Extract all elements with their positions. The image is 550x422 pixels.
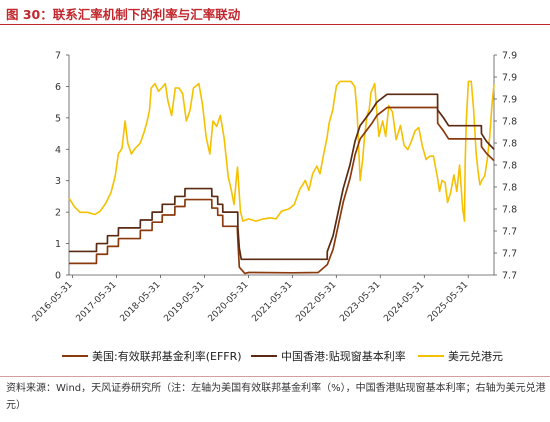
y-right-tick-label: 7.8 bbox=[502, 183, 517, 194]
y-right-tick-label: 7.9 bbox=[502, 95, 517, 106]
series-layer bbox=[68, 80, 495, 275]
y-right-tick-label: 7.9 bbox=[502, 51, 517, 62]
y-right-tick-label: 7.8 bbox=[502, 205, 517, 216]
y-left-tick-label: 6 bbox=[55, 82, 61, 93]
y-right-tick-label: 7.9 bbox=[502, 73, 517, 84]
axes: 0 1 2 3 4 5 6 7 7.7 7.7 7.7 7.8 7.8 7.8 7.8 7.8 7.9 7.9 7.… bbox=[31, 51, 517, 325]
y-right-tick-label: 7.8 bbox=[502, 161, 517, 172]
x-tick-label: 2018-05-31 bbox=[119, 280, 163, 324]
x-tick-label: 2016-05-31 bbox=[31, 280, 75, 324]
source-note: 资料来源：Wind，天风证券研究所（注：左轴为美国有效联邦基金利率（%），中国香… bbox=[6, 383, 546, 411]
source-divider bbox=[0, 376, 550, 377]
y-right-tick-label: 7.8 bbox=[502, 117, 517, 128]
y-right-tick-label: 7.7 bbox=[502, 249, 517, 260]
chart-title: 图 30：联系汇率机制下的利率与汇率联动 bbox=[6, 7, 241, 22]
y-right-tick-label: 7.8 bbox=[502, 139, 517, 150]
y-left-tick-label: 7 bbox=[55, 51, 61, 62]
x-tick-label: 2017-05-31 bbox=[75, 280, 119, 324]
chart: 0 1 2 3 4 5 6 7 7.7 7.7 7.7 7.8 7.8 7.8 7.8 7.8 7.9 7.9 7.… bbox=[31, 51, 517, 364]
y-left-tick-label: 2 bbox=[55, 208, 61, 219]
x-tick-label: 2023-05-31 bbox=[338, 280, 382, 324]
legend-label-hk: 中国香港:贴现窗基本利率 bbox=[281, 349, 406, 363]
x-tick-label: 2020-05-31 bbox=[207, 280, 251, 324]
legend-label-effr: 美国:有效联邦基金利率(EFFR) bbox=[92, 349, 242, 363]
y-left-tick-label: 4 bbox=[55, 145, 61, 156]
x-tick-label: 2019-05-31 bbox=[162, 280, 206, 324]
x-tick-label: 2022-05-31 bbox=[294, 280, 338, 324]
legend: 美国:有效联邦基金利率(EFFR) 中国香港:贴现窗基本利率 美元兑港元 bbox=[62, 349, 503, 363]
y-left-tick-label: 0 bbox=[55, 271, 61, 282]
legend-label-usdhkd: 美元兑港元 bbox=[448, 349, 503, 363]
series-line-effr bbox=[69, 106, 495, 275]
y-left-tick-label: 1 bbox=[55, 239, 61, 250]
series-line-usdhkd bbox=[68, 80, 495, 222]
x-tick-label: 2024-05-31 bbox=[382, 280, 426, 324]
title-bar: 图 30：联系汇率机制下的利率与汇率联动 bbox=[0, 0, 550, 25]
series-line-hk bbox=[69, 93, 495, 261]
x-tick-label: 2025-05-31 bbox=[426, 280, 470, 324]
y-left-tick-label: 3 bbox=[55, 176, 61, 187]
y-right-tick-label: 7.7 bbox=[502, 227, 517, 238]
x-tick-label: 2021-05-31 bbox=[250, 280, 294, 324]
y-left-tick-label: 5 bbox=[55, 113, 61, 124]
y-right-tick-label: 7.7 bbox=[502, 271, 517, 282]
